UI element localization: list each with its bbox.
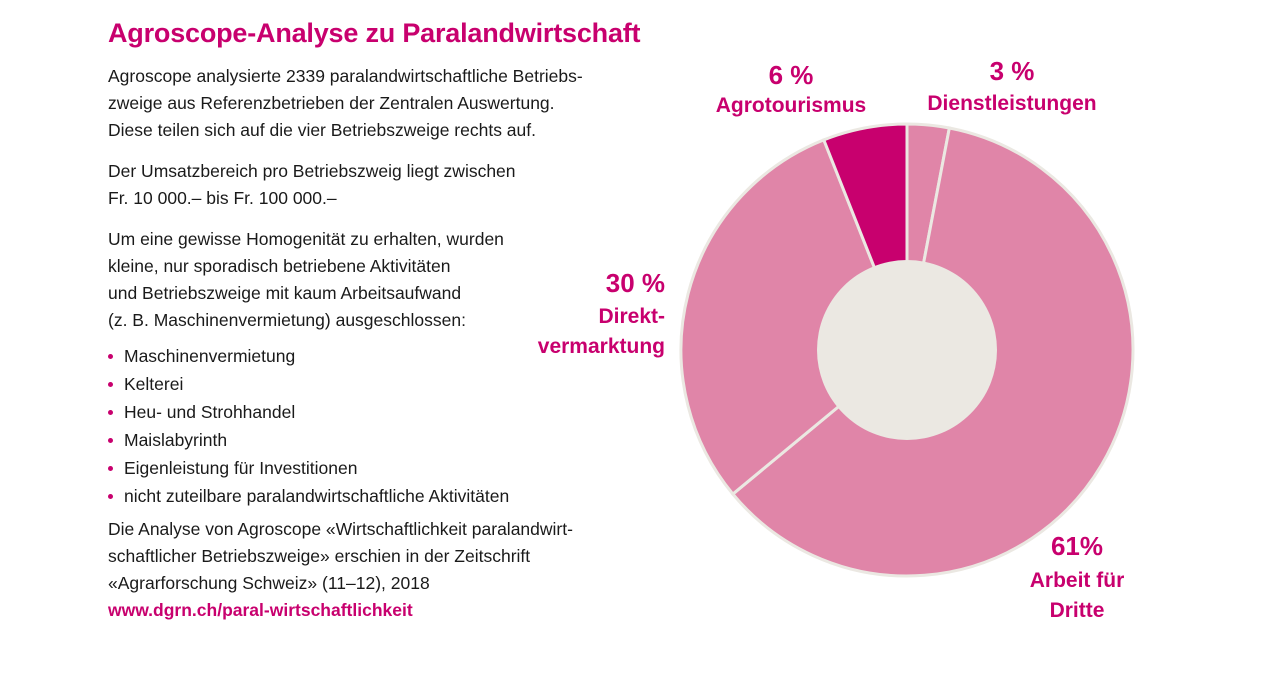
list-item: Maislabyrinth bbox=[108, 426, 668, 454]
homogeneity-line: (z. B. Maschinenvermietung) ausgeschloss… bbox=[108, 310, 466, 330]
slice-value-label: 6 % bbox=[769, 60, 814, 90]
list-item: Kelterei bbox=[108, 370, 668, 398]
list-item: Eigenleistung für Investitionen bbox=[108, 454, 668, 482]
intro-line: Agroscope analysierte 2339 paralandwirts… bbox=[108, 66, 583, 86]
homogeneity-line: und Betriebszweige mit kaum Arbeitsaufwa… bbox=[108, 283, 462, 303]
source-paragraph: Die Analyse von Agroscope «Wirtschaftlic… bbox=[108, 516, 668, 597]
list-item: Heu- und Strohhandel bbox=[108, 398, 668, 426]
slice-value-label: 61% bbox=[1051, 531, 1103, 561]
homogeneity-line: kleine, nur sporadisch betriebene Aktivi… bbox=[108, 256, 451, 276]
slice-category-label: Agrotourismus bbox=[716, 94, 867, 117]
slice-category-label: Dienstleistungen bbox=[927, 92, 1096, 115]
intro-line: zweige aus Referenzbetrieben der Zentral… bbox=[108, 93, 555, 113]
source-link[interactable]: www.dgrn.ch/paral-wirtschaftlichkeit bbox=[108, 600, 413, 620]
slice-value-label: 30 % bbox=[606, 268, 665, 298]
slice-category-label: Arbeit für bbox=[1030, 569, 1125, 592]
intro-paragraph: Agroscope analysierte 2339 paralandwirts… bbox=[108, 63, 668, 144]
slice-value-label: 3 % bbox=[990, 56, 1035, 86]
text-column: Agroscope-Analyse zu Paralandwirtschaft … bbox=[108, 18, 668, 624]
slice-category-label: Dritte bbox=[1050, 599, 1105, 622]
revenue-line: Fr. 10 000.– bis Fr. 100 000.– bbox=[108, 188, 337, 208]
revenue-line: Der Umsatzbereich pro Betriebszweig lieg… bbox=[108, 161, 516, 181]
list-item: Maschinenvermietung bbox=[108, 342, 668, 370]
excluded-list: Maschinenvermietung Kelterei Heu- und St… bbox=[108, 342, 668, 510]
slice-direkt-vermarktung bbox=[679, 137, 909, 497]
revenue-paragraph: Der Umsatzbereich pro Betriebszweig lieg… bbox=[108, 158, 668, 212]
source-line: «Agrarforschung Schweiz» (11–12), 2018 bbox=[108, 573, 430, 593]
list-item: nicht zuteilbare paralandwirtschaftliche… bbox=[108, 482, 668, 510]
slice-category-label: Direkt- bbox=[598, 305, 665, 328]
slice-category-label: vermarktung bbox=[538, 335, 665, 358]
donut-center bbox=[817, 260, 997, 440]
intro-line: Diese teilen sich auf die vier Betriebsz… bbox=[108, 120, 536, 140]
source-line: schaftlicher Betriebszweige» erschien in… bbox=[108, 546, 531, 566]
page-title: Agroscope-Analyse zu Paralandwirtschaft bbox=[108, 18, 641, 48]
source-line: Die Analyse von Agroscope «Wirtschaftlic… bbox=[108, 519, 573, 539]
homogeneity-line: Um eine gewisse Homogenität zu erhalten,… bbox=[108, 229, 504, 249]
homogeneity-paragraph: Um eine gewisse Homogenität zu erhalten,… bbox=[108, 226, 668, 334]
